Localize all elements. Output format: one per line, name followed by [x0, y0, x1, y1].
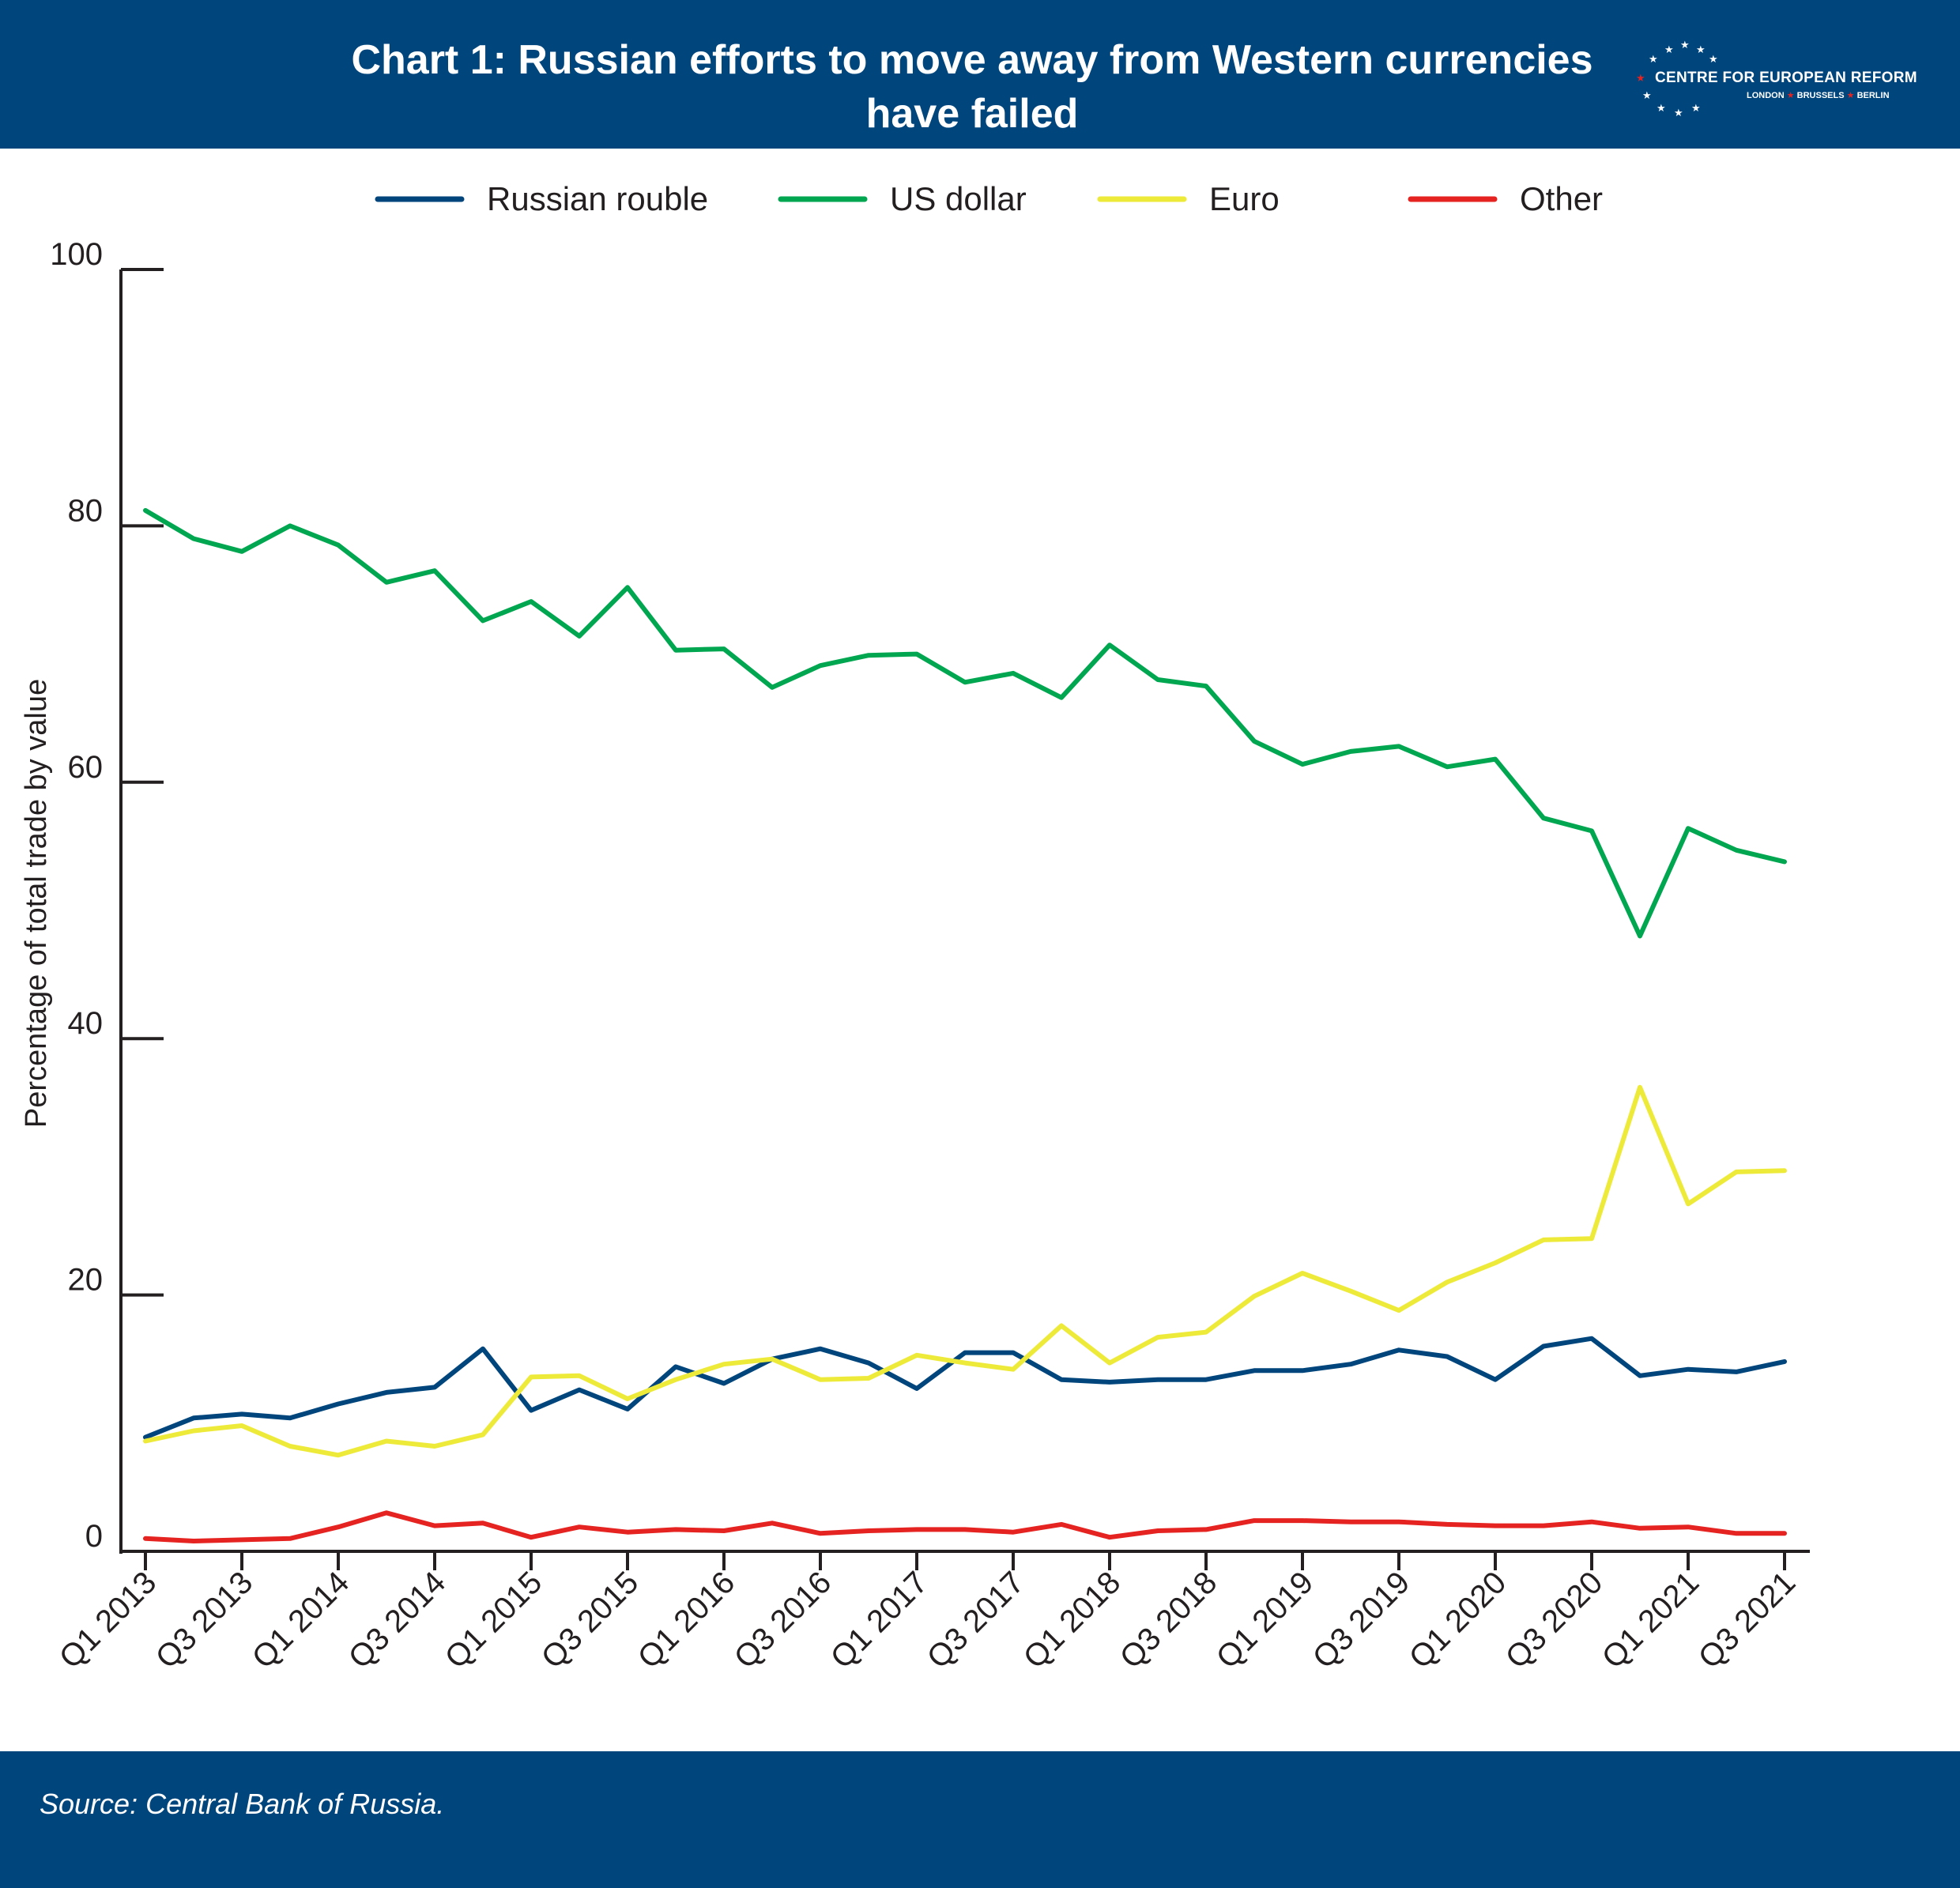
- x-tick-label: Q1 2019: [1210, 1565, 1321, 1675]
- y-tick-label: 80: [68, 493, 104, 528]
- legend-label: Euro: [1209, 180, 1280, 217]
- x-tick-label: Q3 2014: [342, 1565, 453, 1675]
- logo-star-icon: ★: [1657, 102, 1666, 114]
- logo-star-icon: ★: [1680, 39, 1690, 51]
- y-tick-label: 60: [68, 750, 104, 785]
- x-tick-label: Q3 2015: [535, 1565, 646, 1675]
- legend-item-other: Other: [1408, 180, 1603, 217]
- chart-title: Chart 1: Russian efforts to move away fr…: [261, 33, 1683, 141]
- footer-banner: [0, 1751, 1960, 1888]
- y-tick-label: 20: [68, 1263, 104, 1298]
- logo-star-icon: ★: [1709, 53, 1718, 65]
- logo-separator-star-icon: ★: [1846, 91, 1855, 100]
- series-line-other: [143, 1510, 1787, 1543]
- logo-cities: LONDON ★ BRUSSELS ★ BERLIN: [1747, 90, 1890, 100]
- y-axis-label: Percentage of total trade by value: [20, 679, 53, 1128]
- x-tick-label: Q1 2016: [631, 1565, 742, 1675]
- legend-label: Russian rouble: [487, 180, 708, 217]
- logo-city: BERLIN: [1856, 91, 1890, 100]
- x-tick-label: Q3 2019: [1306, 1565, 1417, 1675]
- legend-item-us-dollar: US dollar: [778, 180, 1027, 217]
- legend-label: Other: [1520, 180, 1603, 217]
- series-line-us-dollar: [143, 507, 1787, 939]
- source-note: Source: Central Bank of Russia.: [40, 1788, 445, 1820]
- x-tick-label: Q1 2015: [439, 1565, 549, 1675]
- x-tick-label: Q1 2021: [1596, 1565, 1706, 1675]
- series-lines: [143, 507, 1787, 1543]
- x-tick-label: Q3 2013: [149, 1565, 260, 1675]
- chart-title-line-2: have failed: [865, 91, 1079, 137]
- logo-star-icon: ★: [1649, 53, 1658, 65]
- y-tick-label: 40: [68, 1006, 104, 1041]
- logo-star-icon: ★: [1664, 43, 1674, 55]
- logo-separator-star-icon: ★: [1786, 91, 1795, 100]
- logo-name: CENTRE FOR EUROPEAN REFORM: [1655, 70, 1917, 86]
- x-tick-label: Q3 2020: [1499, 1565, 1610, 1675]
- header-banner: Chart 1: Russian efforts to move away fr…: [0, 0, 1960, 149]
- x-tick-label: Q1 2018: [1017, 1565, 1128, 1675]
- x-tick-label: Q3 2017: [921, 1565, 1031, 1675]
- logo-star-icon: ★: [1674, 107, 1683, 119]
- series-line-russian-rouble: [143, 1336, 1787, 1440]
- x-tick-label: Q3 2021: [1692, 1565, 1803, 1675]
- x-tick-label: Q1 2014: [246, 1565, 356, 1675]
- x-tick-label: Q1 2017: [824, 1565, 935, 1675]
- logo-star-icon: ★: [1642, 89, 1652, 101]
- legend-label: US dollar: [890, 180, 1027, 217]
- legend-item-euro: Euro: [1097, 180, 1280, 217]
- logo-city: LONDON: [1747, 91, 1785, 100]
- y-tick-label: 100: [50, 237, 103, 272]
- x-tick-label: Q1 2013: [53, 1565, 164, 1675]
- logo-star-icon: ★: [1696, 43, 1706, 55]
- legend-item-russian-rouble: Russian rouble: [375, 180, 708, 217]
- x-tick-label: Q3 2016: [728, 1565, 839, 1675]
- logo-city: BRUSSELS: [1796, 91, 1845, 100]
- chart-title-line-1: Chart 1: Russian efforts to move away fr…: [351, 37, 1593, 83]
- logo-star-icon: ★: [1636, 72, 1645, 84]
- logo-star-icon: ★: [1691, 102, 1701, 114]
- cer-logo: ★ ★ ★ ★ ★ ★ ★ ★ ★ ★ CENTRE FOR EUROPEAN …: [1628, 40, 1944, 126]
- y-tick-label: 0: [85, 1519, 103, 1554]
- legend: Russian rouble US dollar Euro Other: [375, 180, 1603, 217]
- x-tick-label: Q3 2018: [1114, 1565, 1224, 1675]
- line-chart: Russian rouble US dollar Euro Other 0 20 40 60…: [20, 180, 1810, 1675]
- series-line-euro: [143, 1084, 1787, 1458]
- x-tick-label: Q1 2020: [1403, 1565, 1513, 1675]
